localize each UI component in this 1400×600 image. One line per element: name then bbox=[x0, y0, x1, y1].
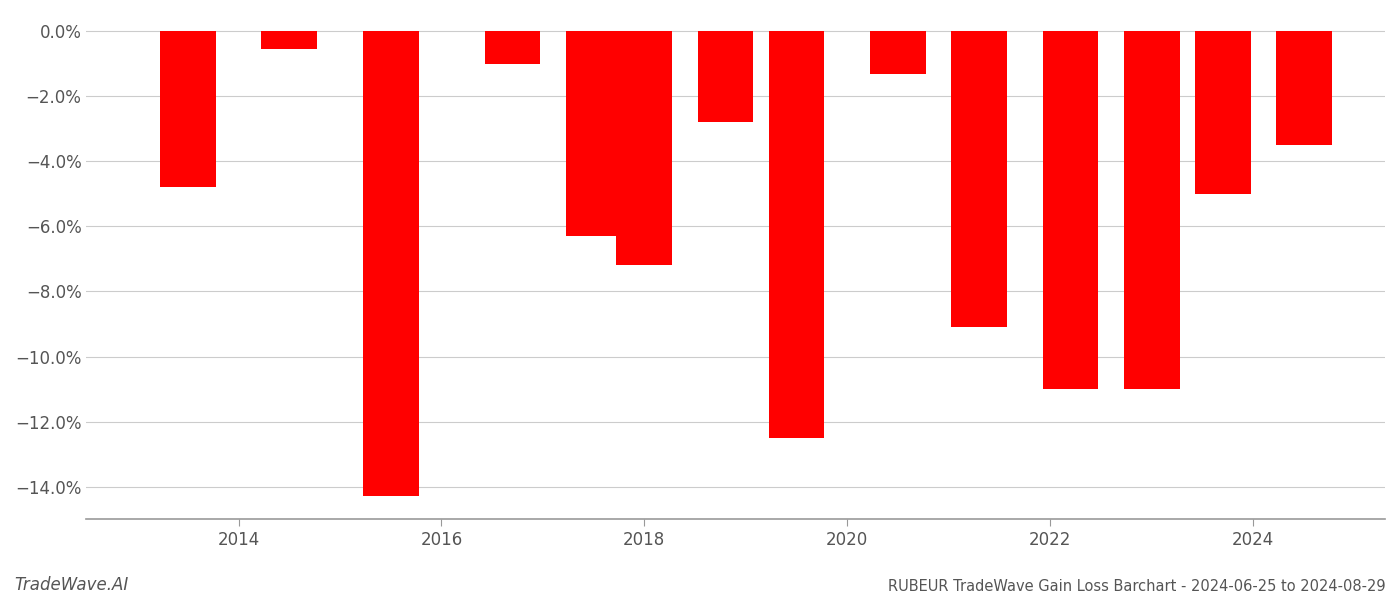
Bar bbox=[1043, 31, 1099, 389]
Bar bbox=[1275, 31, 1331, 145]
Bar bbox=[1124, 31, 1180, 389]
Text: RUBEUR TradeWave Gain Loss Barchart - 2024-06-25 to 2024-08-29: RUBEUR TradeWave Gain Loss Barchart - 20… bbox=[889, 579, 1386, 594]
Text: TradeWave.AI: TradeWave.AI bbox=[14, 576, 129, 594]
Bar bbox=[616, 31, 672, 265]
Bar bbox=[484, 31, 540, 64]
Bar bbox=[769, 31, 825, 438]
Bar bbox=[1194, 31, 1250, 194]
Bar bbox=[566, 31, 622, 236]
Bar bbox=[871, 31, 925, 74]
Bar bbox=[697, 31, 753, 122]
Bar bbox=[160, 31, 216, 187]
Bar bbox=[363, 31, 419, 496]
Bar bbox=[262, 31, 318, 49]
Bar bbox=[951, 31, 1007, 327]
